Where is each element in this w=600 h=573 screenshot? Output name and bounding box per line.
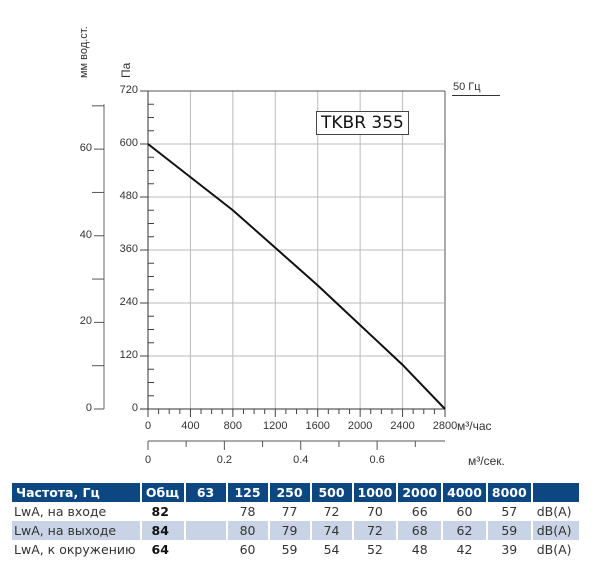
pa-axis-title: Па: [119, 62, 133, 78]
row-unit: dB(A): [536, 542, 572, 557]
header-8000: 8000: [487, 483, 531, 502]
row-unit: dB(A): [532, 521, 579, 540]
cell-125: 78: [239, 504, 256, 519]
flow-tick-label: 1600: [305, 420, 330, 432]
row-total: 82: [151, 504, 169, 519]
pa-tick-label: 240: [119, 296, 138, 308]
mm-axis-title: мм вод.ст.: [78, 26, 90, 78]
cell-8000: 39: [501, 542, 518, 557]
pa-tick-label: 600: [119, 137, 138, 149]
cell-4000: 60: [456, 504, 473, 519]
row-total: 64: [151, 542, 169, 557]
mm-tick-label: 0: [85, 402, 92, 414]
noise-table: Частота, Гц Общ 63 125 250 500 1000 2000…: [10, 483, 581, 559]
cell-125: 80: [227, 521, 268, 540]
pa-tick-label: 360: [119, 243, 138, 255]
flow-tick-label: 1200: [263, 420, 288, 432]
header-1000: 1000: [353, 483, 397, 502]
flow-tick-label: 400: [181, 420, 200, 432]
pa-tick-label: 0: [131, 402, 138, 414]
cell-4000: 42: [456, 542, 473, 557]
flow-tick-label: 800: [223, 420, 243, 432]
cell-2000: 68: [398, 521, 442, 540]
table-row: LwA, к окружению 64 60 59 54 52 48 42 39…: [12, 540, 579, 559]
row-total: 84: [141, 521, 184, 540]
flow-sec-tick-label: 0: [144, 454, 152, 466]
mm-tick-label: 40: [79, 228, 92, 241]
header-4000: 4000: [443, 483, 486, 502]
header-2000: 2000: [398, 483, 442, 502]
cell-500: 54: [323, 542, 340, 557]
frequency-label: 50 Гц: [453, 81, 481, 93]
header-125: 125: [227, 483, 268, 502]
row-unit: dB(A): [536, 504, 572, 519]
x-axis-unit: м³/час: [457, 419, 492, 433]
cell-1000: 70: [366, 504, 383, 519]
performance-chart: [92, 90, 446, 450]
cell-4000: 62: [443, 521, 486, 540]
pa-tick-label: 480: [119, 190, 138, 202]
frequency-underline: [452, 95, 500, 96]
flow-tick-label: 2000: [347, 420, 373, 432]
cell-1000: 72: [353, 521, 397, 540]
pa-tick-label: 720: [119, 84, 138, 96]
flow-tick-label: 2400: [390, 420, 415, 432]
cell-63: [185, 521, 226, 540]
pressure-curve: [147, 143, 446, 410]
pa-tick-label: 120: [119, 349, 138, 361]
row-label: LwA, на входе: [14, 504, 107, 519]
cell-1000: 52: [366, 542, 383, 557]
mm-tick-label: 20: [79, 315, 92, 328]
flow-tick-label: 2800: [432, 420, 458, 432]
chart-axes: [92, 90, 446, 450]
cell-500: 72: [323, 504, 340, 519]
cell-63: [186, 502, 226, 521]
header-250: 250: [269, 483, 310, 502]
table-header-row: Частота, Гц Общ 63 125 250 500 1000 2000…: [12, 483, 579, 502]
flow-sec-tick-label: 0.4: [293, 454, 309, 466]
cell-125: 60: [239, 542, 256, 557]
table-row: LwA, на входе 82 78 77 72 70 66 60 57 dB…: [12, 502, 579, 521]
header-63: 63: [185, 483, 226, 502]
header-total: Общ: [141, 483, 184, 502]
cell-250: 59: [281, 542, 298, 557]
header-500: 500: [311, 483, 352, 502]
cell-2000: 66: [411, 504, 428, 519]
x2-axis-unit: м³/сек.: [468, 454, 505, 468]
table-row: LwA, на выходе 84 80 79 74 72 68 62 59 d…: [12, 521, 579, 540]
cell-250: 77: [281, 504, 298, 519]
cell-2000: 48: [411, 542, 428, 557]
row-label: LwA, к окружению: [14, 542, 136, 557]
row-label: LwA, на выходе: [12, 521, 140, 540]
header-unit: [532, 483, 579, 502]
flow-sec-tick-label: 0.6: [369, 454, 385, 466]
flow-tick-label: 0: [144, 420, 152, 432]
flow-sec-tick-label: 0.2: [216, 454, 232, 466]
model-label: TKBR 355: [316, 111, 409, 135]
header-frequency: Частота, Гц: [12, 483, 140, 502]
cell-63: [186, 540, 226, 559]
chart-grid: [148, 90, 446, 409]
cell-8000: 57: [501, 504, 518, 519]
cell-8000: 59: [487, 521, 531, 540]
cell-250: 79: [269, 521, 310, 540]
mm-tick-label: 60: [79, 142, 92, 155]
cell-500: 74: [311, 521, 352, 540]
